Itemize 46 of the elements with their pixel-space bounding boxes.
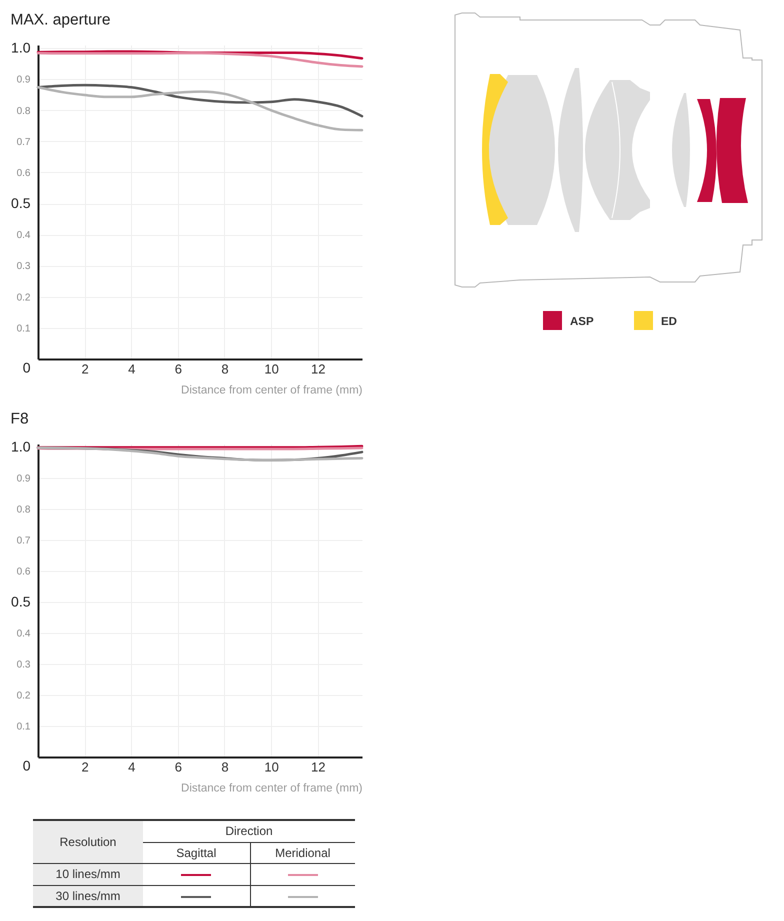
y-tick-label: 0.7 xyxy=(16,136,31,148)
y-tick-label: 0.2 xyxy=(16,690,31,702)
x-tick-label: 10 xyxy=(264,760,279,774)
x-tick-label: 8 xyxy=(221,362,229,376)
chart-title: F8 xyxy=(10,410,29,428)
x-tick-label: 4 xyxy=(128,362,136,376)
text: Sagittal xyxy=(143,842,250,863)
chart-title: MAX. aperture xyxy=(10,12,110,29)
text: Direction xyxy=(143,820,356,842)
y-tick-label: 0.3 xyxy=(16,660,31,671)
x-tick-label: 12 xyxy=(310,362,326,376)
y-tick-label: 0.4 xyxy=(16,230,31,242)
x-tick-label: 10 xyxy=(264,362,279,376)
y-tick-label: 0.9 xyxy=(16,474,31,485)
text: ASP xyxy=(570,316,594,328)
x-tick-label: 2 xyxy=(82,362,89,376)
y-tick-label: 0.7 xyxy=(16,536,31,547)
text: Resolution xyxy=(33,820,143,863)
y-tick-label: 1.0 xyxy=(11,40,31,56)
x-tick-label: 12 xyxy=(310,760,326,774)
y-tick-label: 0.2 xyxy=(16,292,31,304)
x-tick-label: 4 xyxy=(128,760,136,774)
y-tick-label: 0.6 xyxy=(16,566,31,578)
y-tick-label: 0.5 xyxy=(11,195,31,212)
text: Meridional xyxy=(250,842,356,863)
x-axis-title: Distance from center of frame (mm) xyxy=(181,782,363,794)
y-tick-label: 0.1 xyxy=(16,722,31,733)
x-axis-title: Distance from center of frame (mm) xyxy=(181,384,363,396)
y-tick-label: 0.3 xyxy=(16,261,31,272)
x-tick-label: 8 xyxy=(221,760,229,774)
y-tick-label: 0.8 xyxy=(16,106,31,117)
y-tick-label: 1.0 xyxy=(11,438,31,455)
y-tick-label: 0.8 xyxy=(16,504,31,516)
text: ED xyxy=(661,316,677,328)
y-tick-label: 0 xyxy=(22,758,31,774)
x-tick-label: 6 xyxy=(174,760,182,774)
y-tick-label: 0 xyxy=(22,360,31,376)
y-tick-label: 0.4 xyxy=(16,628,31,640)
text: 10 lines/mm xyxy=(33,863,143,885)
y-tick-label: 0.9 xyxy=(16,74,31,86)
y-tick-label: 0.5 xyxy=(11,594,31,610)
x-tick-label: 6 xyxy=(174,362,182,376)
x-tick-label: 2 xyxy=(82,760,89,774)
y-tick-label: 0.6 xyxy=(16,168,31,179)
text: 30 lines/mm xyxy=(33,885,143,907)
y-tick-label: 0.1 xyxy=(16,323,31,334)
